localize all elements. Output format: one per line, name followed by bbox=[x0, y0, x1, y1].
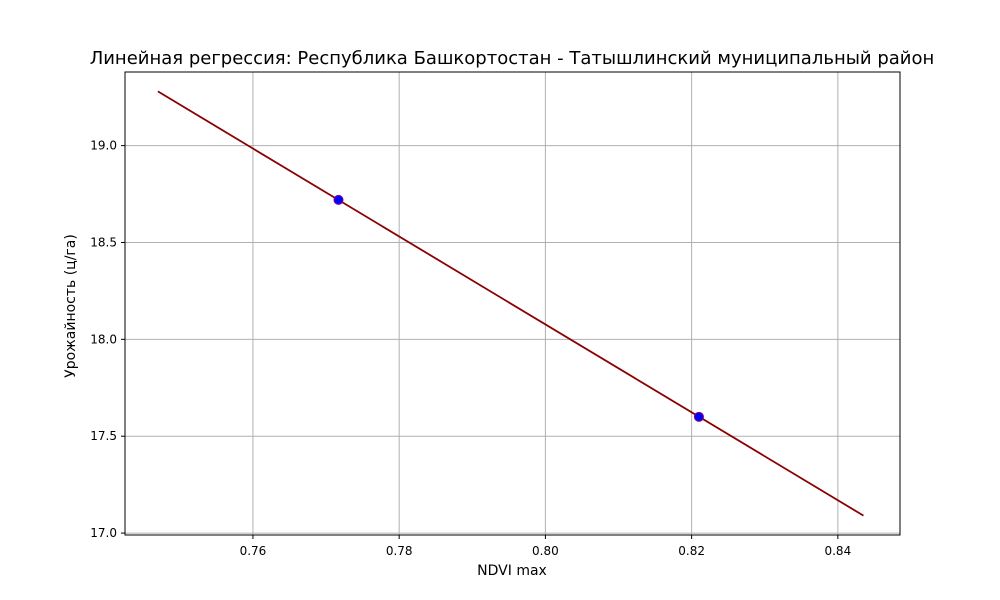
plot-area-frame bbox=[124, 71, 901, 536]
x-axis-ticks: 0.76 0.78 0.80 0.82 0.84 bbox=[240, 535, 851, 558]
x-tick-label: 0.82 bbox=[678, 544, 705, 558]
x-tick-label: 0.78 bbox=[386, 544, 413, 558]
y-tick-label: 18.0 bbox=[90, 332, 117, 346]
y-tick-label: 18.5 bbox=[90, 235, 117, 249]
y-tick-label: 19.0 bbox=[90, 139, 117, 153]
x-tick-label: 0.84 bbox=[824, 544, 851, 558]
data-point bbox=[333, 194, 344, 205]
regression-line-layer bbox=[157, 90, 864, 517]
chart-title: Линейная регрессия: Республика Башкортос… bbox=[90, 48, 935, 69]
y-axis-ticks: 17.0 17.5 18.0 18.5 19.0 bbox=[90, 139, 125, 540]
y-tick-label: 17.5 bbox=[90, 429, 117, 443]
y-tick-label: 17.0 bbox=[90, 526, 117, 540]
x-tick-label: 0.76 bbox=[240, 544, 267, 558]
data-point bbox=[693, 411, 704, 422]
data-points-layer bbox=[333, 194, 704, 422]
x-tick-label: 0.80 bbox=[532, 544, 559, 558]
x-axis-label: NDVI max bbox=[477, 563, 547, 579]
regression-line bbox=[157, 90, 864, 517]
grid bbox=[125, 72, 900, 535]
y-axis-label: Урожайность (ц/га) bbox=[63, 234, 79, 378]
